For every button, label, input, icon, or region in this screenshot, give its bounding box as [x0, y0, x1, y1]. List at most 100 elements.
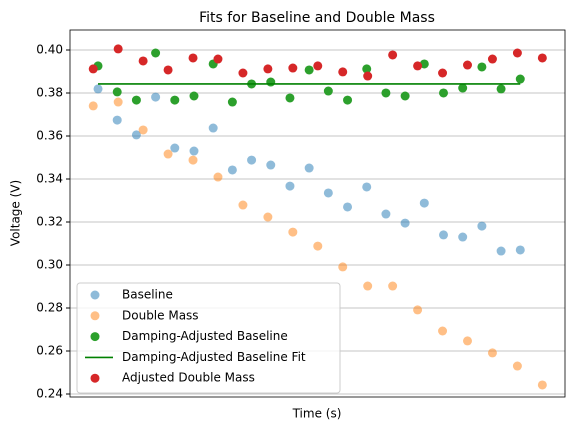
point	[338, 262, 348, 272]
point	[388, 281, 398, 291]
point	[238, 68, 248, 78]
point	[188, 155, 198, 165]
point	[88, 64, 98, 74]
point	[439, 88, 449, 98]
chart-title: Fits for Baseline and Double Mass	[199, 10, 435, 26]
legend: Baseline Double Mass Damping-Adjusted Base…	[76, 282, 341, 394]
point	[304, 163, 314, 173]
point	[381, 88, 391, 98]
point	[313, 241, 323, 251]
point	[213, 54, 223, 64]
legend-box	[76, 282, 341, 394]
point	[266, 160, 276, 170]
point	[362, 64, 372, 74]
point	[213, 172, 223, 182]
point	[515, 74, 525, 84]
point	[462, 336, 472, 346]
point	[151, 92, 161, 102]
point	[227, 97, 237, 107]
point	[400, 91, 410, 101]
point	[487, 54, 497, 64]
point	[288, 63, 298, 73]
point	[138, 56, 148, 66]
point	[285, 93, 295, 103]
point	[189, 91, 199, 101]
point	[458, 83, 468, 93]
point	[438, 68, 448, 78]
point	[458, 232, 468, 242]
point	[112, 87, 122, 97]
point	[266, 77, 276, 87]
point	[419, 198, 429, 208]
legend-marker	[90, 332, 100, 342]
point	[112, 115, 122, 125]
point	[537, 380, 547, 390]
point	[496, 246, 506, 256]
y-tick-label: 0.32	[36, 214, 63, 228]
point	[151, 48, 161, 58]
point	[400, 218, 410, 228]
legend-label: Double Mass	[122, 308, 199, 322]
point	[343, 202, 353, 212]
point	[363, 281, 373, 291]
point	[438, 326, 448, 336]
point	[413, 305, 423, 315]
legend-marker	[90, 311, 100, 321]
legend-label: Adjusted Double Mass	[122, 371, 255, 385]
legend-label: Damping-Adjusted Baseline Fit	[122, 350, 306, 364]
y-tick-label: 0.34	[36, 171, 63, 185]
point	[462, 60, 472, 70]
x-axis-label: Time (s)	[292, 407, 342, 421]
y-tick-label: 0.40	[36, 42, 63, 56]
y-tick-label: 0.38	[36, 85, 63, 99]
y-axis-label: Voltage (V)	[9, 180, 23, 246]
point	[512, 361, 522, 371]
point	[138, 125, 148, 135]
point	[537, 53, 547, 63]
point	[88, 101, 98, 111]
y-tick-label: 0.26	[36, 343, 63, 357]
point	[388, 50, 398, 60]
legend-label: Damping-Adjusted Baseline	[122, 329, 288, 343]
point	[496, 84, 506, 94]
point	[131, 95, 141, 105]
point	[323, 188, 333, 198]
point	[512, 48, 522, 58]
point	[515, 245, 525, 255]
point	[163, 65, 173, 75]
point	[113, 97, 123, 107]
point	[381, 209, 391, 219]
point	[413, 61, 423, 71]
point	[113, 44, 123, 54]
point	[338, 67, 348, 77]
plot-frame	[69, 29, 566, 398]
point	[263, 64, 273, 74]
point	[131, 130, 141, 140]
point	[477, 62, 487, 72]
legend-marker	[90, 373, 100, 383]
point	[313, 61, 323, 71]
point	[477, 221, 487, 231]
point	[362, 182, 372, 192]
point	[343, 95, 353, 105]
point	[247, 155, 257, 165]
point	[208, 123, 218, 133]
point	[363, 71, 373, 81]
point	[323, 86, 333, 96]
legend-marker	[90, 290, 100, 300]
y-tick-label: 0.24	[36, 386, 63, 400]
point	[263, 212, 273, 222]
point	[304, 65, 314, 75]
point	[163, 149, 173, 159]
point	[188, 53, 198, 63]
y-tick-label: 0.28	[36, 300, 63, 314]
y-tick-label: 0.30	[36, 257, 63, 271]
point	[285, 181, 295, 191]
point	[487, 348, 497, 358]
point	[439, 230, 449, 240]
point	[189, 146, 199, 156]
y-tick-label: 0.36	[36, 128, 63, 142]
point	[93, 84, 103, 94]
point	[238, 200, 248, 210]
